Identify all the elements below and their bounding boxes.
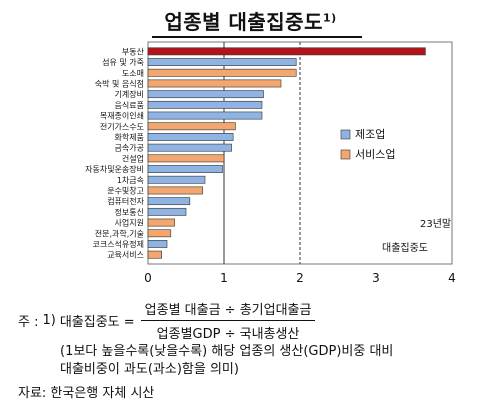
x-tick-label: 1 bbox=[220, 271, 228, 285]
category-label: 목재종이인쇄 bbox=[100, 111, 144, 121]
legend-swatch bbox=[340, 149, 351, 160]
footnote-explanation: (1보다 높을수록(낮을수록) 해당 업종의 생산(GDP)비중 대비 대출비중… bbox=[60, 343, 393, 379]
formula-numerator: 업종별 대출금 ÷ 총기업대출금 bbox=[140, 299, 316, 321]
source-note: 자료: 한국은행 자체 시산 bbox=[18, 386, 155, 401]
formula-term: 대출집중도 = bbox=[59, 315, 135, 330]
footnote-label: 주 : bbox=[18, 315, 39, 330]
x-tick-label: 3 bbox=[372, 271, 380, 285]
bar bbox=[147, 197, 191, 206]
annotation-text: 대출집중도 bbox=[382, 242, 428, 254]
bar bbox=[147, 68, 297, 77]
bar bbox=[147, 250, 162, 259]
category-label: 도소매 bbox=[122, 69, 144, 78]
title-footnote-mark: 1) bbox=[322, 11, 337, 25]
bar bbox=[147, 111, 263, 120]
bar bbox=[147, 90, 264, 99]
x-tick-label: 4 bbox=[448, 271, 456, 285]
footnote-index: 1) bbox=[42, 313, 56, 328]
category-label: 교육서비스 bbox=[107, 251, 144, 260]
category-label: 전기가스수도 bbox=[100, 121, 144, 131]
legend-label: 제조업 bbox=[355, 128, 385, 141]
bar bbox=[147, 240, 168, 248]
category-label: 건설업 bbox=[122, 153, 144, 163]
category-label: 정보통신 bbox=[115, 207, 144, 217]
category-label: 전문,과학,기술 bbox=[95, 228, 144, 238]
explanation-line-2: 대출비중이 과도(과소)함을 의미) bbox=[60, 362, 239, 377]
chart-title: 업종별 대출집중도1) bbox=[0, 6, 501, 38]
category-label: 섬유 및 가죽 bbox=[102, 57, 144, 67]
bar bbox=[147, 218, 175, 227]
bar bbox=[147, 133, 234, 141]
category-label: 사업지원 bbox=[115, 219, 144, 228]
category-label: 운수및창고 bbox=[107, 185, 144, 195]
title-underline bbox=[152, 36, 362, 38]
category-label: 화학제품 bbox=[115, 132, 144, 142]
bar bbox=[147, 207, 187, 216]
footnote-formula: 주 : 1) 대출집중도 = 업종별 대출금 ÷ 총기업대출금 업종별GDP ÷… bbox=[18, 299, 316, 342]
bar bbox=[147, 175, 206, 184]
category-label: 숙박 및 음식점 bbox=[95, 78, 144, 88]
category-label: 부동산 bbox=[122, 46, 145, 56]
x-tick-label: 0 bbox=[144, 271, 152, 285]
category-label: 기계장비 bbox=[115, 89, 144, 99]
category-label: 컴퓨터전자 bbox=[107, 196, 144, 206]
explanation-line-1: (1보다 높을수록(낮을수록) 해당 업종의 생산(GDP)비중 대비 bbox=[60, 344, 394, 359]
category-label: 코크스석유정제 bbox=[92, 239, 144, 249]
x-tick-label: 2 bbox=[296, 271, 304, 285]
legend-swatch bbox=[340, 129, 351, 140]
category-label: 1차금속 bbox=[117, 176, 144, 185]
formula-denominator: 업종별GDP ÷ 국내총생산 bbox=[156, 327, 300, 342]
bar bbox=[147, 229, 172, 238]
formula-fraction: 업종별 대출금 ÷ 총기업대출금 업종별GDP ÷ 국내총생산 bbox=[140, 299, 316, 342]
annotation-text: 23년말 bbox=[420, 218, 451, 230]
legend-label: 서비스업 bbox=[355, 148, 395, 161]
bar bbox=[147, 122, 236, 131]
bar bbox=[147, 47, 426, 56]
bar bbox=[147, 143, 232, 152]
bar bbox=[147, 79, 282, 88]
bar bbox=[147, 58, 297, 66]
category-label: 금속가공 bbox=[115, 144, 144, 153]
category-label: 자동차및운송장비 bbox=[85, 164, 144, 174]
bar bbox=[147, 186, 204, 195]
category-label: 음식료품 bbox=[115, 101, 144, 110]
title-text: 업종별 대출집중도 bbox=[164, 10, 323, 34]
bar bbox=[147, 165, 223, 173]
bar bbox=[147, 154, 225, 163]
bar bbox=[147, 100, 263, 109]
